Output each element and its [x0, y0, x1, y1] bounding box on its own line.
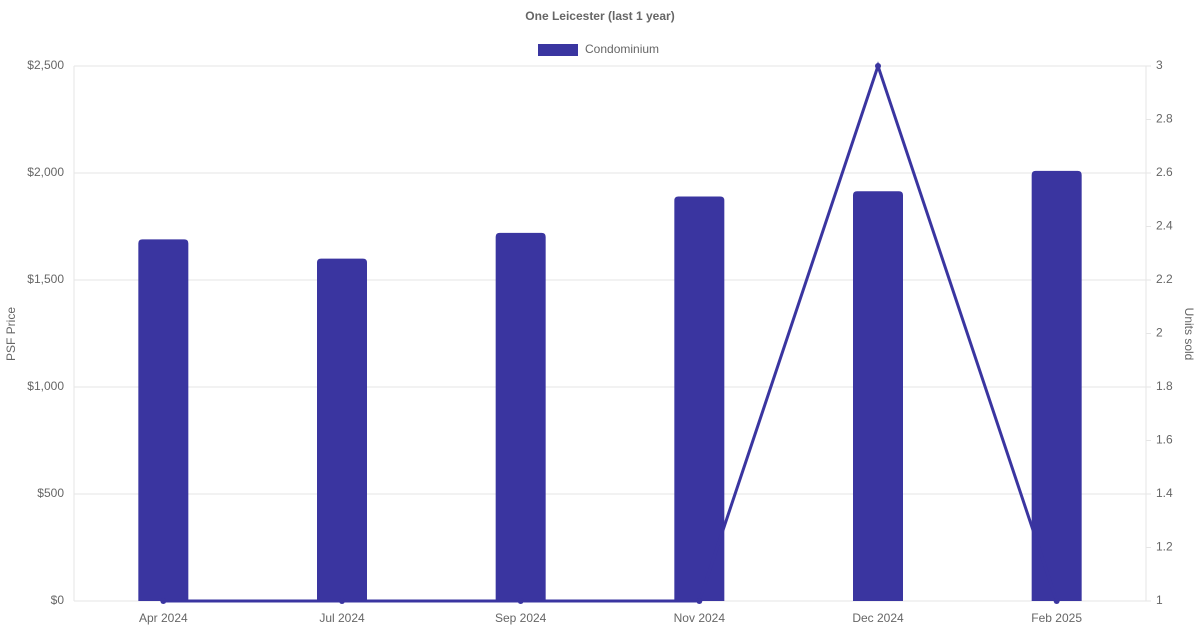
y-tick-label: $2,500	[27, 58, 64, 72]
bar	[138, 239, 189, 601]
x-tick-label: Sep 2024	[495, 611, 547, 625]
bar	[317, 258, 367, 601]
y2-tick-label: 1	[1156, 593, 1163, 607]
legend-swatch	[538, 44, 578, 56]
x-tick-label: Apr 2024	[139, 611, 188, 625]
chart-title: One Leicester (last 1 year)	[525, 9, 674, 23]
bar	[495, 232, 546, 602]
y-tick-label: $1,000	[27, 379, 64, 393]
line-point	[339, 598, 345, 604]
y-tick-label: $0	[51, 593, 65, 607]
bar	[853, 191, 903, 601]
x-tick-label: Jul 2024	[319, 611, 365, 625]
y2-tick-label: 2.2	[1156, 272, 1173, 286]
y2-tick-label: 2.4	[1156, 219, 1173, 233]
y2-tick-label: 1.6	[1156, 433, 1173, 447]
y-tick-label: $2,000	[27, 165, 64, 179]
y2-tick-label: 2	[1156, 326, 1163, 340]
y-tick-label: $1,500	[27, 272, 64, 286]
line-point	[160, 598, 167, 604]
y2-tick-label: 2.8	[1156, 112, 1173, 126]
bar	[674, 196, 725, 602]
line-point	[875, 63, 881, 69]
x-tick-label: Feb 2025	[1031, 611, 1082, 625]
y2-tick-label: 1.4	[1156, 486, 1173, 500]
y2-tick-label: 1.2	[1156, 540, 1173, 554]
y2-tick-label: 1.8	[1156, 379, 1173, 393]
line-point	[517, 598, 524, 604]
x-tick-label: Dec 2024	[852, 611, 904, 625]
bar	[1031, 170, 1082, 602]
y-tick-label: $500	[37, 486, 64, 500]
y2-tick-label: 3	[1156, 58, 1163, 72]
x-tick-label: Nov 2024	[674, 611, 726, 625]
y-axis-title: PSF Price	[4, 307, 18, 361]
y2-tick-label: 2.6	[1156, 165, 1173, 179]
line-point	[1053, 598, 1060, 604]
line-point	[696, 598, 703, 604]
y2-axis-title: Units sold	[1182, 308, 1196, 361]
legend-label: Condominium	[585, 42, 659, 56]
line	[163, 61, 1059, 603]
